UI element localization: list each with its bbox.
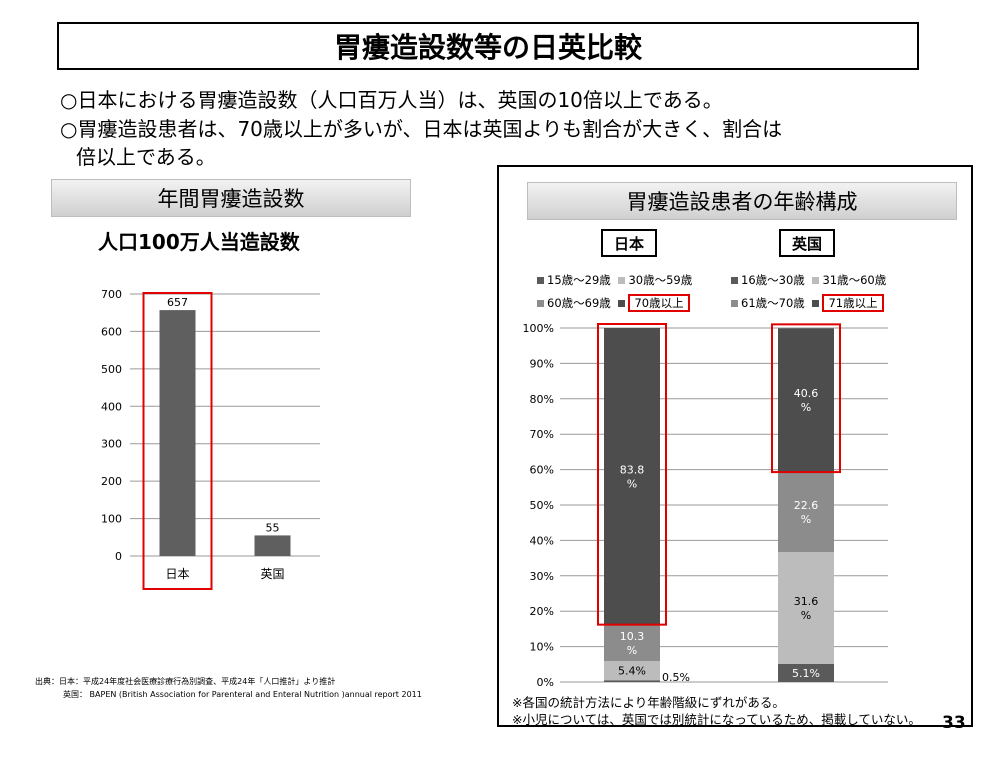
y-tick-label: 30% bbox=[530, 570, 554, 583]
y-tick-label: 40% bbox=[530, 534, 554, 547]
legend-label-highlighted: 70歳以上 bbox=[628, 294, 690, 312]
stack-segment bbox=[604, 680, 660, 682]
annual-peg-bar-chart: 0 100 200 300 400 500 600 700 657 日本 55 英国 bbox=[101, 288, 320, 590]
bullet-1: ○日本における胃瘻造設数（人口百万人当）は、英国の10倍以上である。 bbox=[60, 88, 723, 112]
bar bbox=[254, 535, 291, 556]
left-section-header: 年間胃瘻造設数 bbox=[51, 179, 411, 217]
stack-segment bbox=[604, 328, 660, 625]
data-label: 657 bbox=[167, 296, 188, 309]
stack-segment bbox=[778, 663, 834, 682]
y-tick-label: 400 bbox=[101, 400, 122, 413]
data-label-line: 40.6 bbox=[794, 387, 819, 400]
legend-swatch bbox=[812, 277, 820, 284]
legend-label: 30歳～59歳 bbox=[628, 273, 693, 287]
country-label-japan: 日本 bbox=[601, 229, 657, 257]
data-label: 40.6% bbox=[794, 387, 819, 414]
y-tick-label: 700 bbox=[101, 288, 122, 301]
legend-uk-row-2: 61歳～70歳 71歳以上 bbox=[731, 294, 884, 312]
data-label-line: % bbox=[627, 644, 637, 657]
legend-label: 31歳～60歳 bbox=[822, 273, 887, 287]
legend-label: 61歳～70歳 bbox=[741, 296, 805, 310]
y-tick-label: 70% bbox=[530, 428, 554, 441]
left-chart-subtitle: 人口100万人当造設数 bbox=[98, 230, 300, 254]
y-tick-label: 100% bbox=[523, 322, 554, 335]
data-label-line: 31.6 bbox=[794, 595, 819, 608]
y-tick-label: 600 bbox=[101, 325, 122, 338]
data-label-line: % bbox=[627, 477, 637, 490]
bullet-2-continuation: 倍以上である。 bbox=[76, 145, 216, 169]
legend-label: 16歳～30歳 bbox=[741, 273, 805, 287]
y-tick-label: 60% bbox=[530, 464, 554, 477]
x-tick-label: 日本 bbox=[165, 567, 189, 581]
x-tick-label: 英国 bbox=[260, 567, 284, 581]
data-label-line: 10.3 bbox=[620, 630, 645, 643]
data-label-line: 83.8 bbox=[620, 463, 645, 476]
data-label-line: % bbox=[801, 513, 811, 526]
legend-swatch bbox=[618, 277, 626, 284]
legend-swatch bbox=[618, 300, 626, 307]
age-composition-stacked-chart: 0% 10% 20% 30% 40% 50% 60% 70% 80% 90% 100% 0.5% 5.4… bbox=[523, 322, 888, 689]
y-tick-label: 50% bbox=[530, 499, 554, 512]
legend-uk-row-1: 16歳～30歳 31歳～60歳 bbox=[731, 272, 886, 288]
legend-swatch bbox=[537, 277, 544, 284]
data-label-line: 22.6 bbox=[794, 499, 819, 512]
data-label: 5.1% bbox=[792, 667, 820, 680]
data-label: 83.8% bbox=[620, 463, 645, 490]
stack-segment bbox=[778, 552, 834, 664]
y-tick-label: 500 bbox=[101, 363, 122, 376]
y-tick-label: 20% bbox=[530, 605, 554, 618]
source-line-1: 出典：日本：平成24年度社会医療診療行為別調査、平成24年「人口推計」より推計 bbox=[35, 677, 336, 686]
highlight-box bbox=[597, 323, 667, 626]
page-title: 胃瘻造設数等の日英比較 bbox=[57, 22, 919, 70]
legend-japan-row-2: 60歳～69歳 70歳以上 bbox=[537, 294, 690, 312]
data-label: 0.5% bbox=[662, 671, 690, 684]
data-label: 31.6% bbox=[794, 595, 819, 622]
legend-label-highlighted: 71歳以上 bbox=[822, 294, 884, 312]
stack-segment bbox=[778, 472, 834, 553]
legend-swatch bbox=[731, 277, 738, 284]
y-tick-label: 10% bbox=[530, 641, 554, 654]
country-label-uk: 英国 bbox=[779, 229, 835, 257]
legend-swatch bbox=[731, 300, 738, 307]
data-label: 55 bbox=[266, 521, 280, 534]
highlight-box bbox=[142, 292, 213, 590]
legend-label: 60歳～69歳 bbox=[547, 296, 611, 310]
y-tick-label: 100 bbox=[101, 513, 122, 526]
legend-japan-row-1: 15歳～29歳 30歳～59歳 bbox=[537, 272, 692, 288]
stack-segment bbox=[604, 661, 660, 681]
y-tick-label: 300 bbox=[101, 438, 122, 451]
data-label-line: 0.5% bbox=[662, 671, 690, 684]
data-label: 10.3% bbox=[620, 630, 645, 657]
legend-swatch bbox=[812, 300, 820, 307]
data-label-line: % bbox=[801, 609, 811, 622]
bullet-2: ○胃瘻造設患者は、70歳以上が多いが、日本は英国よりも割合が大きく、割合は bbox=[60, 117, 783, 141]
stack-segment bbox=[778, 328, 834, 473]
y-tick-label: 0% bbox=[537, 676, 554, 689]
highlight-box bbox=[771, 323, 841, 474]
data-label-line: 5.4% bbox=[618, 665, 646, 678]
data-label-line: 5.1% bbox=[792, 667, 820, 680]
right-section-header: 胃瘻造設患者の年齢構成 bbox=[527, 182, 957, 220]
data-label: 5.4% bbox=[618, 665, 646, 678]
legend-label: 15歳～29歳 bbox=[547, 273, 611, 287]
stack-segment bbox=[604, 624, 660, 662]
page-number: 33 bbox=[942, 713, 966, 733]
y-tick-label: 200 bbox=[101, 475, 122, 488]
age-composition-panel bbox=[497, 165, 973, 727]
bar bbox=[159, 310, 196, 556]
data-label: 22.6% bbox=[794, 499, 819, 526]
note-1: ※各国の統計方法により年齢階級にずれがある。 bbox=[512, 695, 785, 710]
y-tick-label: 0 bbox=[115, 550, 122, 563]
source-line-2: 英国： BAPEN (British Association for Paren… bbox=[63, 690, 422, 699]
y-tick-label: 90% bbox=[530, 357, 554, 370]
y-tick-label: 80% bbox=[530, 393, 554, 406]
note-2: ※小児については、英国では別統計になっているため、掲載していない。 bbox=[512, 712, 921, 727]
legend-swatch bbox=[537, 300, 544, 307]
data-label-line: % bbox=[801, 401, 811, 414]
